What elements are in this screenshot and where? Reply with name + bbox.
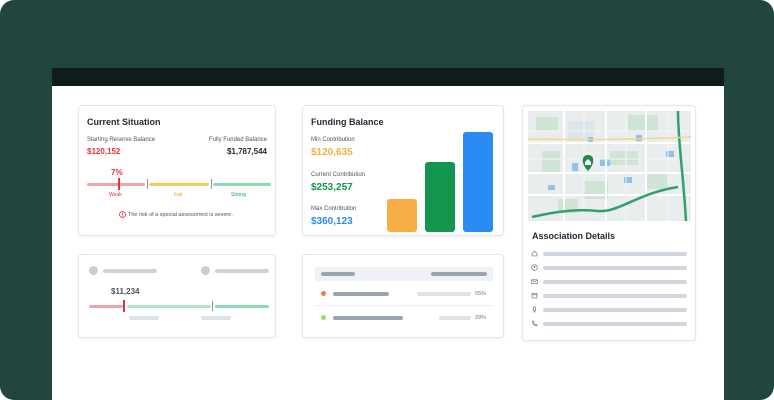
weak-segment [87,183,145,186]
strong-segment [215,305,269,308]
current-situation-card: Current Situation Starting Reserve Balan… [78,105,276,236]
skeleton-line [417,292,471,296]
phone-icon [532,320,538,327]
current-contribution-label: Current Contribution [311,172,366,178]
position-marker [123,300,125,312]
allocation-preview-card: 55% 29% [302,254,504,338]
strong-divider [211,179,212,189]
funding-balance-title: Funding Balance [311,117,384,127]
row-color-dot [321,315,326,320]
segment-divider [212,301,213,311]
skeleton-line [103,269,157,273]
skeleton-line [321,272,355,276]
skeleton-line [215,269,269,273]
row-divider [315,305,493,306]
warning-icon [119,211,126,218]
skeleton-line [201,316,231,320]
max-contribution-value: $360,123 [311,216,353,227]
avatar-placeholder [201,266,210,275]
fair-segment [149,183,209,186]
detail-line [543,280,687,284]
funding-bar-chart [387,132,493,232]
starting-reserve-value: $120,152 [87,147,121,156]
max-contribution-label: Max Contribution [311,206,357,212]
reserve-percent: 7% [111,168,123,177]
app-window: Current Situation Starting Reserve Balan… [52,68,724,400]
risk-warning-text: The risk of a special assessment is seve… [128,212,233,218]
funding-balance-card: Funding Balance Min Contribution $120,63… [302,105,504,236]
row-color-dot [321,291,326,296]
detail-line [543,322,687,326]
avatar-placeholder [89,266,98,275]
skeleton-line [333,292,389,296]
fully-funded-value: $1,787,544 [226,147,267,156]
window-titlebar [52,68,724,86]
starting-reserve-label: Starting Reserve Balance [87,137,156,143]
map-pin-icon [582,155,594,171]
skeleton-line [333,316,403,320]
fair-segment [127,305,211,308]
strong-segment [213,183,271,186]
funding-bar-2 [425,162,455,232]
row-percent: 29% [475,315,487,321]
user-icon [531,264,538,271]
fully-funded-label: Fully Funded Balance [208,137,267,143]
home-icon [531,250,538,257]
detail-line [543,252,687,256]
reserve-preview-card: $11,234 [78,254,276,338]
fair-label: Fair [174,192,183,198]
weak-label: Weak [109,192,122,198]
min-contribution-value: $120,635 [311,147,353,158]
association-details-title: Association Details [532,231,616,241]
location-pin-icon [532,306,537,313]
strong-label: Strong [231,192,246,198]
table-header [315,267,493,281]
association-details-card: Association Details [522,105,696,341]
min-contribution-label: Min Contribution [311,137,355,143]
skeleton-line [431,272,487,276]
detail-line [543,266,687,270]
detail-line [543,294,687,298]
detail-line [543,308,687,312]
area-map[interactable] [528,111,691,221]
skeleton-line [439,316,471,320]
current-contribution-value: $253,257 [311,182,353,193]
preview-balance-value: $11,234 [111,287,140,296]
funding-bar-3 [463,132,493,232]
funding-bar-1 [387,199,417,232]
skeleton-line [129,316,159,320]
mail-icon [531,279,538,284]
current-situation-title: Current Situation [87,117,161,127]
position-marker [118,178,120,190]
weak-segment [89,305,123,308]
fair-divider [147,179,148,189]
calendar-icon [531,293,538,299]
row-percent: 55% [475,291,487,297]
